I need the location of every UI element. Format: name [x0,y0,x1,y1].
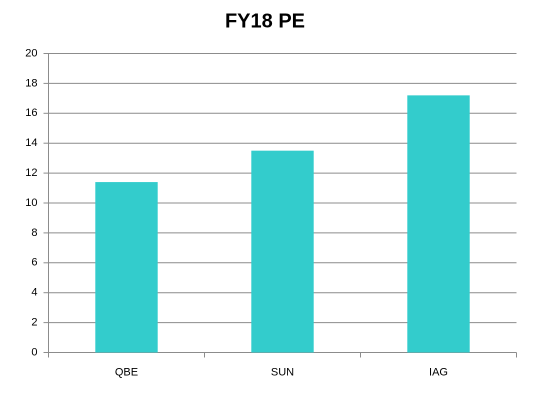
x-tick-label: IAG [429,366,448,378]
x-tick-label: SUN [271,366,294,378]
y-tick-label: 18 [25,77,37,89]
bar [407,95,470,353]
y-tick-label: 20 [25,47,37,59]
y-tick-label: 0 [31,346,37,358]
y-tick-label: 6 [31,257,37,269]
y-tick-label: 2 [31,317,37,329]
bar [95,182,158,353]
chart-title: FY18 PE [225,10,305,32]
y-tick-label: 8 [31,227,37,239]
y-tick-label: 4 [31,287,37,299]
y-tick-label: 10 [25,197,37,209]
y-tick-label: 14 [25,137,37,149]
x-tick-label: QBE [115,366,138,378]
y-tick-label: 16 [25,107,37,119]
y-tick-label: 12 [25,167,37,179]
bar [251,150,314,353]
